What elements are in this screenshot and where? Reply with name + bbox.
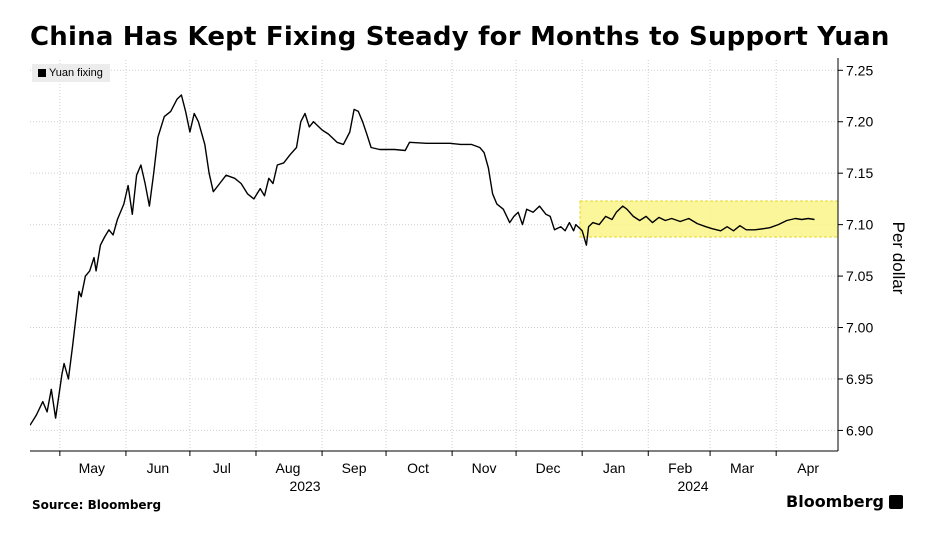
chart-title: China Has Kept Fixing Steady for Months … bbox=[30, 22, 890, 52]
y-tick-label: 7.10 bbox=[846, 217, 873, 233]
x-year-label: 2024 bbox=[677, 478, 708, 494]
brand-logo: Bloomberg bbox=[786, 492, 903, 511]
x-tick-label: Jan bbox=[603, 460, 626, 476]
line-chart: May Jun Jul Aug Sep Oct Nov Dec Jan Feb Mar Apr 2023… bbox=[30, 58, 873, 494]
x-year-label: 2023 bbox=[289, 478, 320, 494]
y-axis-ticks: 6.90 6.95 7.00 7.05 7.10 7.15 7.20 7.25 bbox=[838, 62, 873, 438]
source-note: Source: Bloomberg bbox=[32, 498, 162, 512]
x-axis-ticks: May Jun Jul Aug Sep Oct Nov Dec Jan Feb Mar Apr 2023… bbox=[59, 451, 819, 494]
legend: Yuan fixing bbox=[32, 64, 110, 82]
y-tick-label: 7.00 bbox=[846, 320, 873, 336]
y-tick-label: 7.25 bbox=[846, 62, 873, 78]
grid-lines bbox=[30, 60, 838, 451]
x-tick-label: May bbox=[79, 460, 105, 476]
legend-label: Yuan fixing bbox=[49, 67, 103, 79]
x-tick-label: Aug bbox=[276, 460, 301, 476]
x-tick-label: Feb bbox=[668, 460, 692, 476]
legend-swatch bbox=[38, 69, 46, 77]
y-tick-label: 6.95 bbox=[846, 371, 873, 387]
y-tick-label: 7.15 bbox=[846, 165, 873, 181]
y-axis-label: Per dollar bbox=[889, 221, 908, 295]
x-tick-label: Apr bbox=[797, 460, 819, 476]
x-tick-label: Oct bbox=[407, 460, 429, 476]
x-tick-label: Dec bbox=[536, 460, 561, 476]
brand-name: Bloomberg bbox=[786, 492, 884, 511]
x-tick-label: Jul bbox=[213, 460, 231, 476]
x-tick-label: Mar bbox=[730, 460, 754, 476]
x-tick-label: Sep bbox=[342, 460, 367, 476]
y-tick-label: 7.05 bbox=[846, 268, 873, 284]
y-tick-label: 7.20 bbox=[846, 114, 873, 130]
bloomberg-icon bbox=[889, 494, 903, 509]
x-tick-label: Nov bbox=[472, 460, 497, 476]
y-tick-label: 6.90 bbox=[846, 422, 873, 438]
x-tick-label: Jun bbox=[147, 460, 170, 476]
series-line-yuan-fixing bbox=[30, 94, 815, 426]
